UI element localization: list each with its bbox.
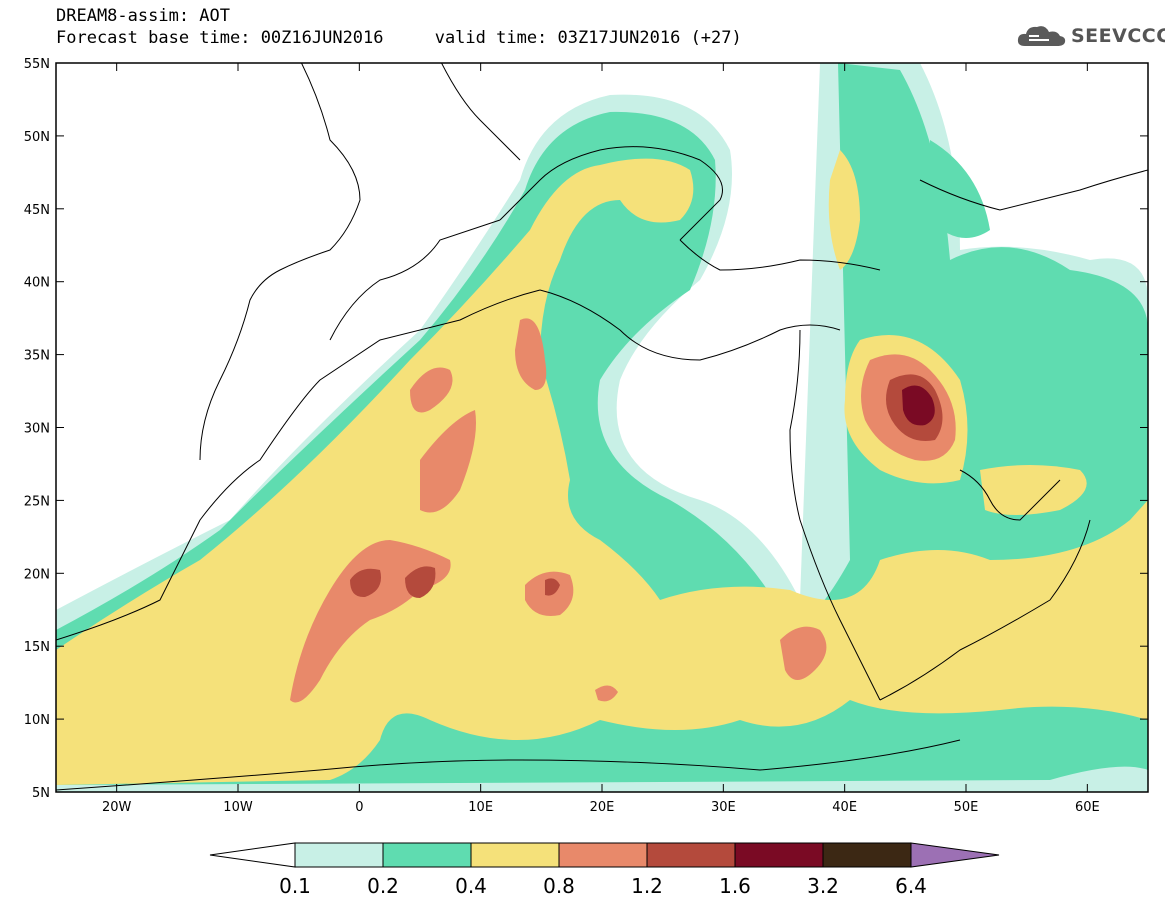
- aot-shading: [56, 63, 1148, 792]
- colorbar-label: 3.2: [807, 874, 839, 898]
- lon-label-10W: 10W: [223, 800, 253, 815]
- colorbar-label: 0.4: [455, 874, 487, 898]
- lon-label-20W: 20W: [102, 800, 132, 815]
- lon-label-40E: 40E: [832, 800, 857, 815]
- lat-label-25N: 25N: [24, 494, 50, 509]
- base-time-label: Forecast base time: 00Z16JUN2016: [56, 28, 384, 48]
- colorbar: 0.1 0.2 0.4 0.8 1.2 1.6 3.2 6.4: [209, 842, 1000, 898]
- lon-label-30E: 30E: [711, 800, 736, 815]
- colorbar-swatch: [734, 842, 824, 868]
- lon-label-10E: 10E: [468, 800, 493, 815]
- lon-label-20E: 20E: [590, 800, 615, 815]
- colorbar-label: 0.2: [367, 874, 399, 898]
- colorbar-swatch: [382, 842, 472, 868]
- seevccc-logo: SEEVCCC: [1015, 22, 1165, 50]
- map-title: DREAM8-assim: AOT: [56, 6, 230, 26]
- lat-label-5N: 5N: [32, 786, 50, 801]
- lat-label-10N: 10N: [24, 713, 50, 728]
- lat-label-55N: 55N: [24, 57, 50, 72]
- cloud-logo-icon: [1017, 26, 1066, 46]
- colorbar-swatch: [558, 842, 648, 868]
- valid-time-label: valid time: 03Z17JUN2016 (+27): [434, 28, 742, 48]
- colorbar-swatch: [294, 842, 384, 868]
- lat-label-50N: 50N: [24, 130, 50, 145]
- colorbar-swatch: [646, 842, 736, 868]
- aot-level-1.6-area: [902, 385, 935, 426]
- colorbar-label: 0.8: [543, 874, 575, 898]
- lat-label-45N: 45N: [24, 203, 50, 218]
- latitude-labels: 55N 50N 45N 40N 35N 30N 25N 20N 15N 10N 5N: [24, 57, 1148, 801]
- colorbar-low-arrow: [209, 842, 296, 868]
- lat-label-20N: 20N: [24, 567, 50, 582]
- lon-label-50E: 50E: [954, 800, 979, 815]
- lon-label-0: 0: [355, 800, 363, 815]
- lat-label-35N: 35N: [24, 349, 50, 364]
- colorbar-swatch: [470, 842, 560, 868]
- lat-label-15N: 15N: [24, 640, 50, 655]
- lat-label-40N: 40N: [24, 276, 50, 291]
- longitude-labels: 20W 10W 0 10E 20E 30E 40E 50E 60E: [102, 63, 1100, 815]
- colorbar-label: 0.1: [279, 874, 311, 898]
- colorbar-label: 1.2: [631, 874, 663, 898]
- logo-text: SEEVCCC: [1071, 25, 1165, 47]
- colorbar-label: 1.6: [719, 874, 751, 898]
- colorbar-label: 6.4: [895, 874, 927, 898]
- coastlines: [56, 63, 1148, 791]
- colorbar-high-arrow: [910, 842, 1000, 868]
- colorbar-swatch: [822, 842, 912, 868]
- lon-label-60E: 60E: [1075, 800, 1100, 815]
- map-subtitle: Forecast base time: 00Z16JUN2016 valid t…: [56, 28, 742, 48]
- lat-label-30N: 30N: [24, 422, 50, 437]
